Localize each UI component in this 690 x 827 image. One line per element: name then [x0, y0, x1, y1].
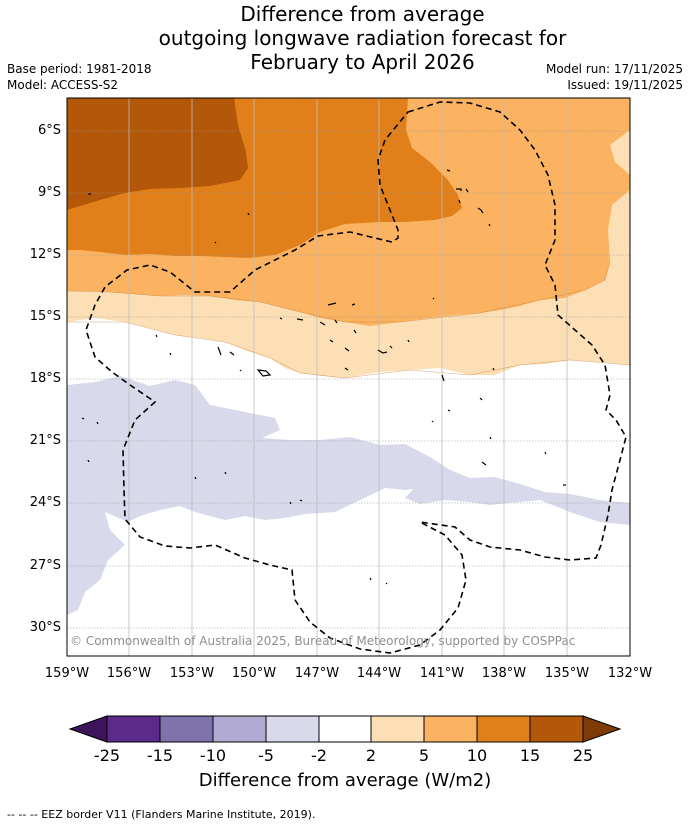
lon-label-150w: 150°W: [231, 666, 277, 681]
colorbar-segment-3: [212, 715, 267, 743]
colorbar-segment-6: [370, 715, 425, 743]
lat-label-27s: 27°S: [29, 558, 61, 573]
shade-minus2-minus5: [67, 376, 630, 615]
lon-label-135w: 135°W: [544, 666, 590, 681]
lat-label-12s: 12°S: [29, 247, 61, 262]
colorbar-segment-2: [159, 715, 214, 743]
lon-label-159w: 159°W: [44, 666, 90, 681]
lon-label-132w: 132°W: [607, 666, 653, 681]
colorbar-segment-4: [265, 715, 320, 743]
lat-label-6s: 6°S: [37, 123, 61, 138]
lat-label-18s: 18°S: [29, 371, 61, 386]
footer-eez-note: -- -- -- EEZ border V11 (Flanders Marine…: [7, 808, 316, 821]
anomaly-field: [67, 98, 630, 656]
colorbar-extend-high: [582, 715, 622, 743]
colorbar-segment-7: [423, 715, 478, 743]
colorbar-label: 15: [519, 746, 541, 765]
lon-label-147w: 147°W: [294, 666, 340, 681]
grid-lines: [67, 130, 630, 629]
meridian-lines: [128, 98, 568, 656]
lon-label-144w: 144°W: [356, 666, 402, 681]
colorbar-segment-1: [106, 715, 161, 743]
colorbar-segment-5: [318, 715, 372, 743]
model-run: Model run: 17/11/2025: [545, 62, 683, 76]
colorbar-extend-low: [68, 715, 108, 743]
base-period: Base period: 1981-2018: [7, 62, 152, 76]
issued-date: Issued: 19/11/2025: [567, 78, 683, 92]
meta-right: Model run: 17/11/2025 Issued: 19/11/2025: [546, 61, 683, 93]
shade-plus15-plus25: [67, 98, 248, 210]
map-title: Difference from average outgoing longwav…: [0, 2, 690, 74]
colorbar-label: -15: [146, 746, 174, 765]
contour-lines: [67, 261, 630, 379]
lat-label-9s: 9°S: [37, 185, 61, 200]
title-line-1: Difference from average: [240, 2, 485, 26]
colorbar-label: 2: [365, 746, 377, 765]
lat-label-15s: 15°S: [29, 309, 61, 324]
colorbar-segment-8: [476, 715, 531, 743]
lon-label-156w: 156°W: [106, 666, 152, 681]
model-name: Model: ACCESS-S2: [7, 78, 119, 92]
plot-frame: [66, 97, 631, 657]
colorbar: [68, 715, 622, 743]
colorbar-label: -10: [199, 746, 227, 765]
colorbar-label: 25: [572, 746, 594, 765]
lon-label-153w: 153°W: [169, 666, 215, 681]
colorbar-title: Difference from average (W/m2): [198, 770, 492, 791]
lon-label-141w: 141°W: [419, 666, 465, 681]
lat-label-24s: 24°S: [29, 495, 61, 510]
title-line-2: outgoing longwave radiation forecast for: [158, 26, 567, 50]
colorbar-segment-9: [529, 715, 584, 743]
eez-border: [85, 101, 627, 654]
meta-left: Base period: 1981-2018 Model: ACCESS-S2: [7, 61, 152, 93]
lat-label-21s: 21°S: [29, 433, 61, 448]
colorbar-label: 5: [418, 746, 430, 765]
colorbar-label: 10: [466, 746, 488, 765]
copyright-notice: © Commonwealth of Australia 2025, Bureau…: [70, 634, 576, 648]
island-outlines: [81, 169, 566, 585]
title-line-3: February to April 2026: [250, 50, 475, 74]
lon-label-138w: 138°W: [481, 666, 527, 681]
colorbar-label: -5: [258, 746, 274, 765]
colorbar-label: -25: [93, 746, 121, 765]
colorbar-label: -2: [311, 746, 327, 765]
lat-label-30s: 30°S: [29, 620, 61, 635]
